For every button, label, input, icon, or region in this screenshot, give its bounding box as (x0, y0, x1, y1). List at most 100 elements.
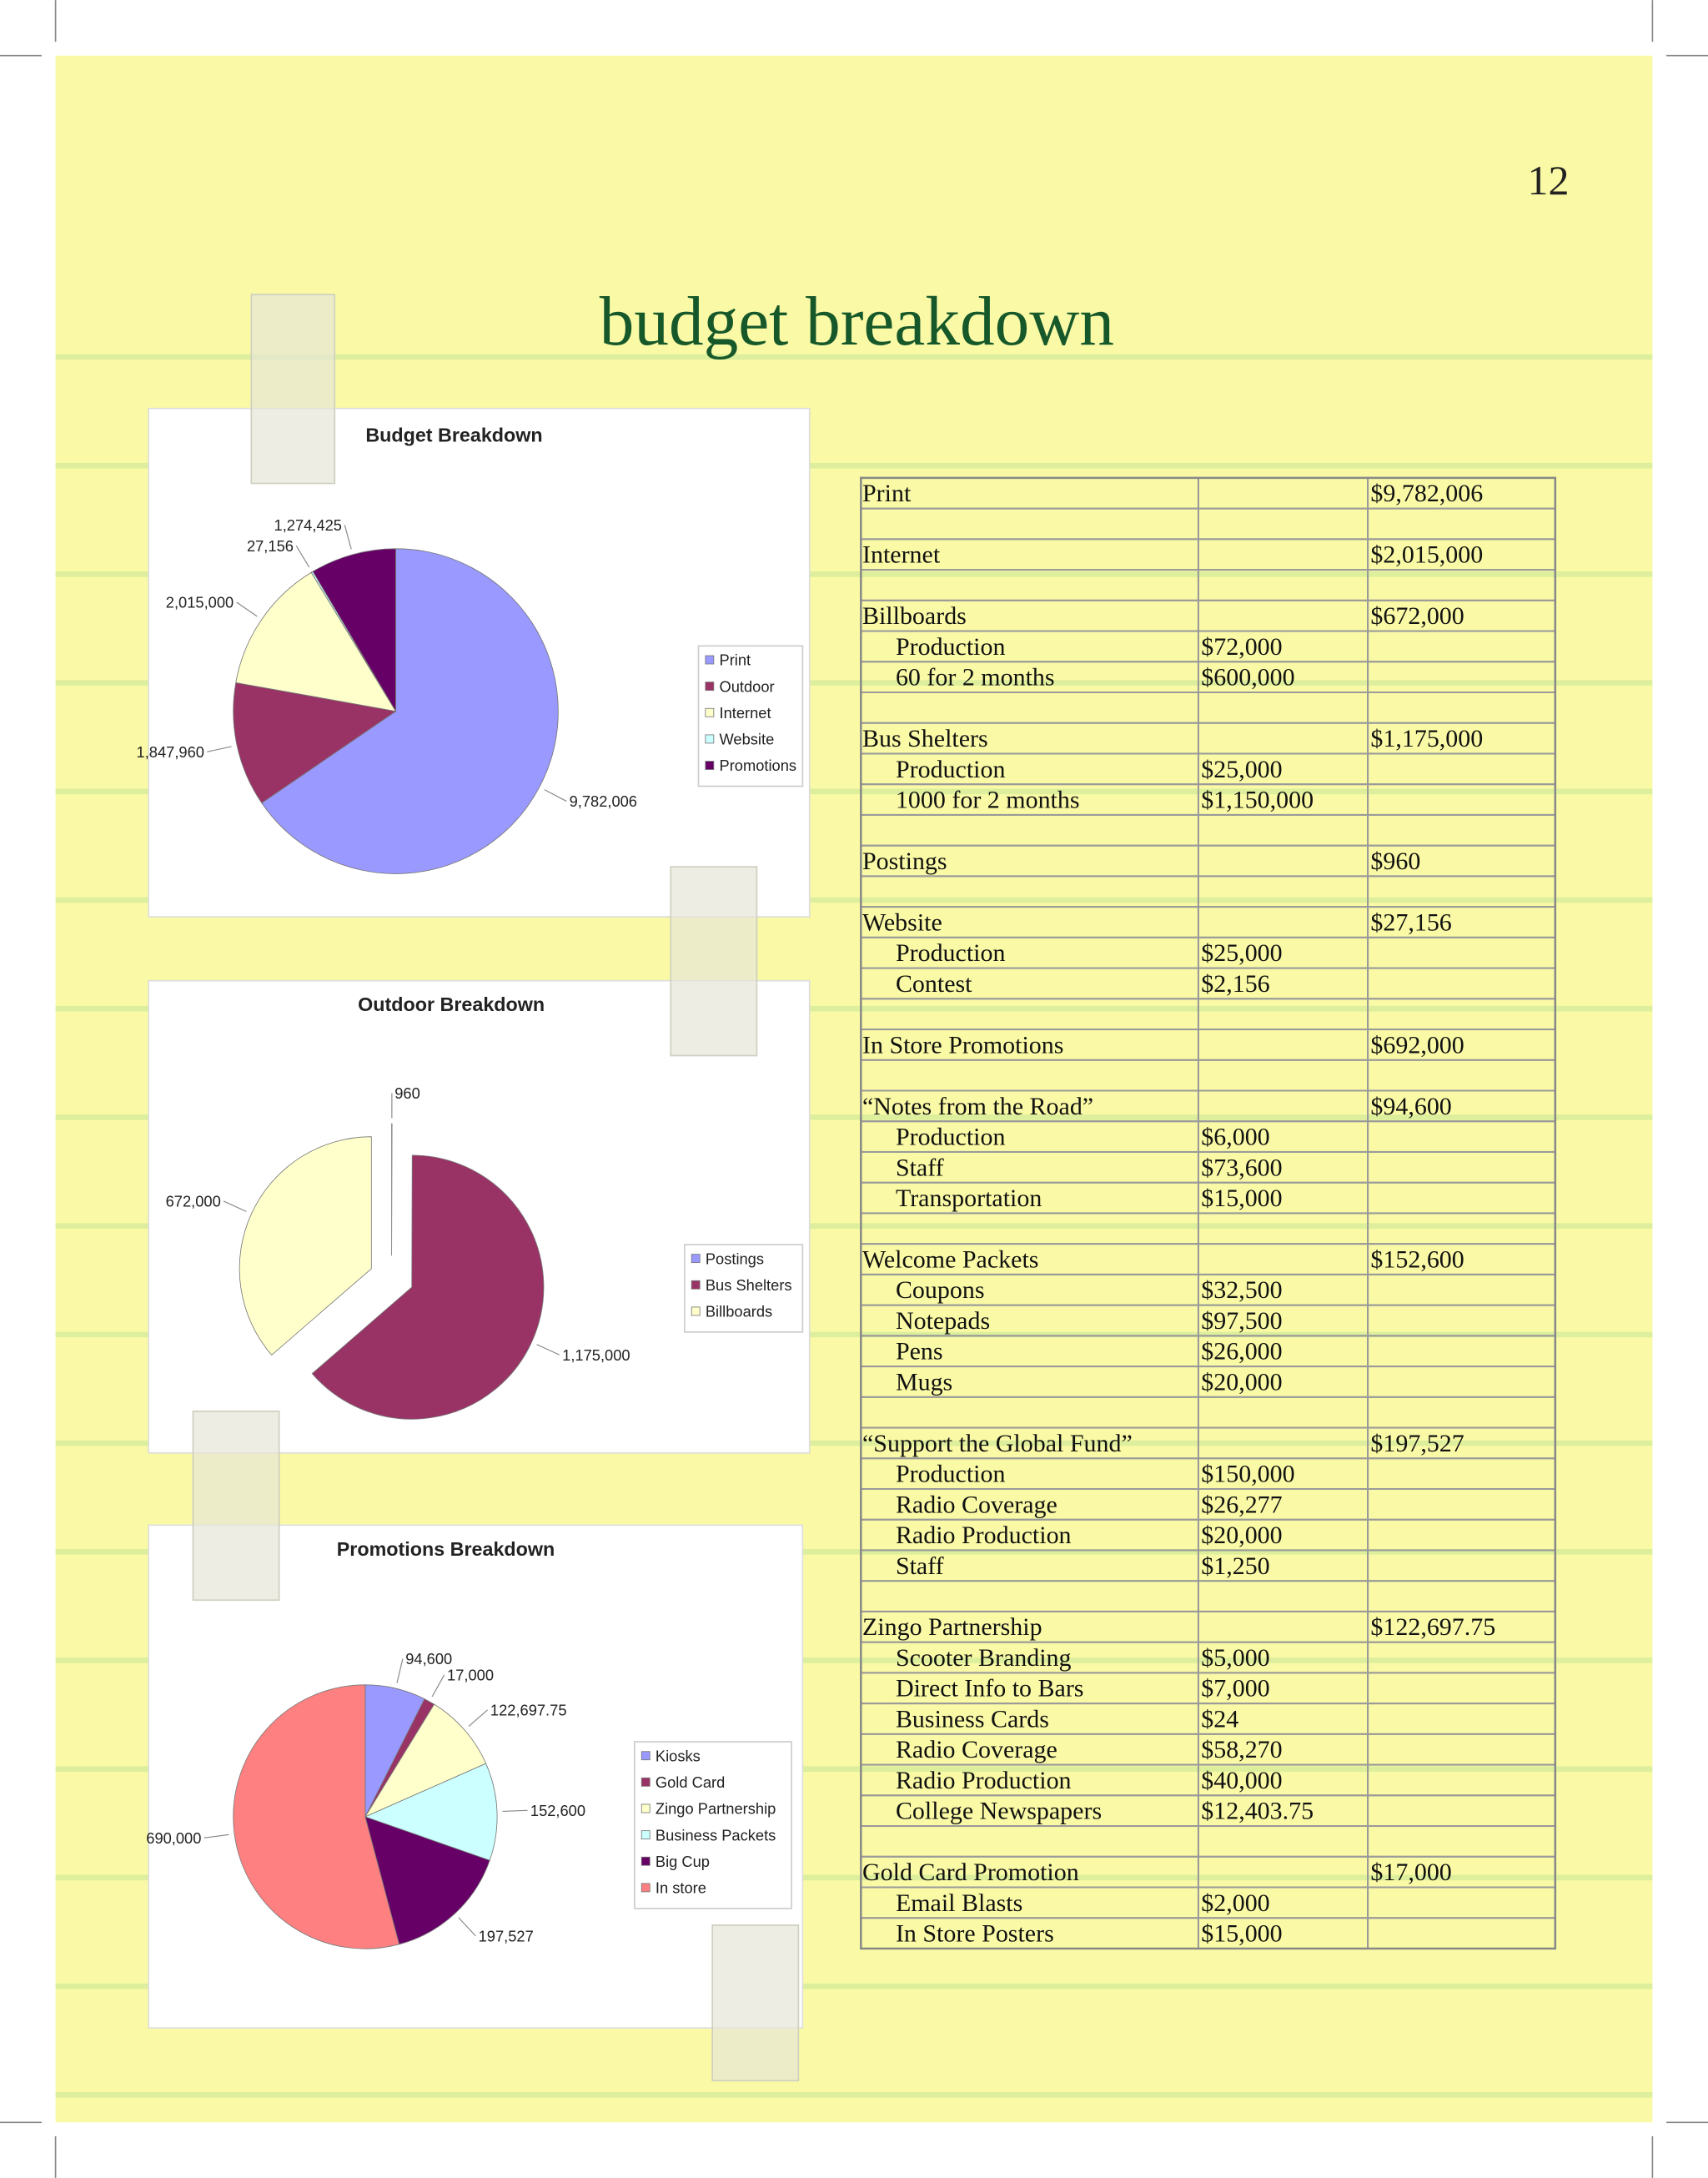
item-label: Radio Production (896, 1522, 1072, 1549)
item-amount: $58,270 (1201, 1736, 1282, 1763)
item-label: Pens (896, 1338, 943, 1366)
row-total: $672,000 (1370, 602, 1464, 630)
label-leader (468, 1709, 488, 1727)
item-amount: $26,000 (1201, 1338, 1282, 1366)
item-amount: $40,000 (1201, 1767, 1282, 1794)
notebook-lines (55, 354, 1653, 2098)
pie-slice (364, 1703, 487, 1818)
data-label: 152,600 (530, 1802, 585, 1819)
item-amount: $72,000 (1201, 633, 1282, 661)
notebook-line (55, 897, 1653, 903)
notebook-line (55, 354, 1653, 360)
legend-swatch (705, 761, 715, 770)
row-total: $197,527 (1370, 1430, 1464, 1457)
chart-title: Outdoor Breakdown (358, 993, 545, 1015)
item-amount: $7,000 (1201, 1675, 1269, 1703)
pie-slice (312, 548, 396, 713)
legend-label: Outdoor (719, 677, 774, 695)
item-label: 60 for 2 months (896, 664, 1055, 692)
label-leader (431, 1674, 445, 1698)
legend-swatch (705, 734, 715, 744)
item-label: Production (896, 1124, 1006, 1151)
item-amount: $1,250 (1201, 1552, 1269, 1580)
item-amount: $1,150,000 (1201, 786, 1314, 813)
pie-slice (239, 1136, 372, 1356)
item-label: Business Cards (896, 1705, 1049, 1733)
notebook-line (55, 1983, 1653, 1989)
data-label: 197,527 (479, 1928, 534, 1945)
item-label: Contest (896, 970, 972, 998)
item-amount: $20,000 (1201, 1368, 1282, 1396)
row-total: $9,782,006 (1370, 480, 1483, 507)
item-amount: $25,000 (1201, 939, 1282, 967)
row-label: Zingo Partnership (862, 1613, 1042, 1641)
item-amount: $73,600 (1201, 1154, 1282, 1181)
row-total: $122,697.75 (1370, 1613, 1495, 1641)
data-label: 9,782,006 (570, 792, 637, 810)
notebook-line (55, 1331, 1653, 1338)
legend-label: Zingo Partnership (656, 1800, 776, 1818)
legend-swatch (691, 1280, 701, 1290)
label-leader (396, 1658, 404, 1683)
item-amount: $150,000 (1201, 1461, 1294, 1488)
item-label: Scooter Branding (896, 1644, 1072, 1672)
row-label: Internet (862, 541, 941, 569)
page-title: budget breakdown (600, 284, 1114, 360)
row-label: Bus Shelters (862, 725, 988, 752)
legend-swatch (691, 1306, 701, 1316)
item-label: College Newspapers (896, 1798, 1102, 1825)
label-leader (207, 746, 232, 752)
legend-label: Gold Card (656, 1773, 725, 1791)
item-amount: $15,000 (1201, 1920, 1282, 1948)
legend-label: Website (719, 731, 774, 748)
legend-label: Promotions (719, 757, 796, 774)
data-label: 2,015,000 (166, 594, 234, 611)
row-label: Billboards (862, 602, 967, 630)
legend-swatch (705, 655, 715, 665)
notebook-line (55, 1874, 1653, 1881)
item-amount: $32,500 (1201, 1276, 1282, 1304)
pie-slice (233, 1684, 400, 1949)
label-leader (536, 1344, 560, 1356)
item-amount: $20,000 (1201, 1522, 1282, 1549)
legend-label: Internet (719, 704, 771, 722)
item-amount: $26,277 (1201, 1491, 1282, 1518)
notebook-line (55, 2091, 1653, 2098)
pie-slice (364, 1763, 498, 1861)
row-label: “Support the Global Fund” (862, 1430, 1133, 1457)
item-label: Staff (896, 1154, 944, 1181)
legend-box (697, 645, 804, 787)
data-label: 1,847,960 (137, 743, 204, 761)
item-label: Notepads (896, 1307, 990, 1335)
item-label: Radio Coverage (896, 1491, 1057, 1518)
notebook-line (55, 1440, 1653, 1446)
row-label: Gold Card Promotion (862, 1859, 1079, 1886)
item-label: In Store Posters (896, 1920, 1054, 1948)
legend-swatch (640, 1751, 651, 1761)
item-label: Transportation (896, 1185, 1042, 1212)
notebook-line (55, 462, 1653, 469)
legend-label: Big Cup (656, 1853, 710, 1870)
item-label: Email Blasts (896, 1889, 1022, 1917)
item-amount: $25,000 (1201, 756, 1282, 783)
legend-swatch (691, 1254, 701, 1264)
notebook-line (55, 1657, 1653, 1663)
notebook-line (55, 1548, 1653, 1555)
row-total: $1,175,000 (1370, 725, 1483, 752)
item-amount: $5,000 (1201, 1644, 1269, 1672)
pie-slice (311, 1154, 545, 1420)
row-label: “Notes from the Road” (862, 1093, 1093, 1120)
label-leader (458, 1917, 476, 1937)
item-amount: $2,000 (1201, 1889, 1269, 1917)
data-label: 27,156 (247, 537, 294, 555)
legend-swatch (640, 1856, 651, 1866)
chart-title: Budget Breakdown (365, 425, 542, 446)
legend-box (634, 1741, 792, 1909)
row-label: In Store Promotions (862, 1031, 1063, 1059)
pie-slice (235, 571, 397, 712)
legend-swatch (640, 1830, 651, 1840)
item-label: Radio Coverage (896, 1736, 1057, 1763)
notebook-line (55, 680, 1653, 686)
label-leader (502, 1809, 528, 1813)
charts: Budget Breakdown 9,782,006 1,847,960 2,015,… (137, 425, 804, 1949)
